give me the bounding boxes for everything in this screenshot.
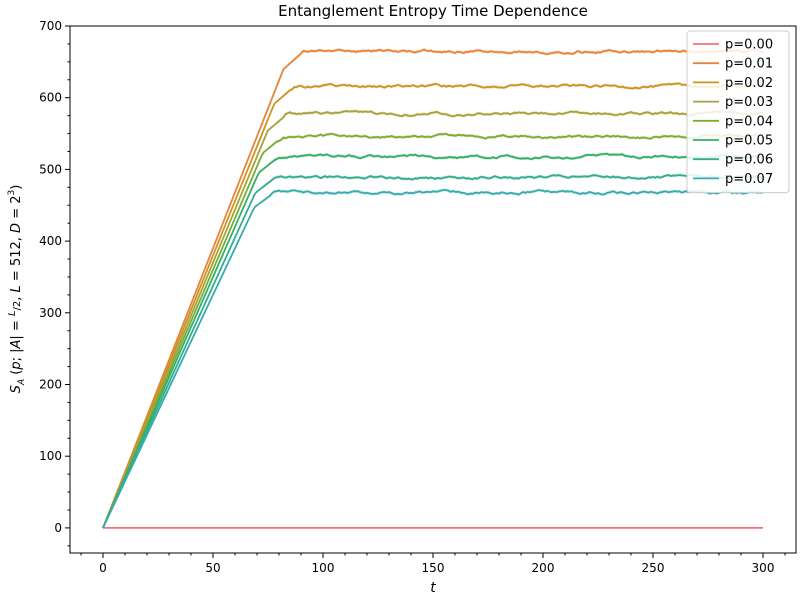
legend: p=0.00 p=0.01 p=0.02 p=0.03 p=0.04 p=0.05 p=0.… [686, 30, 790, 194]
x-tick-label: 100 [312, 561, 335, 575]
x-tick-label: 200 [532, 561, 555, 575]
y-tick-label: 600 [39, 91, 62, 105]
legend-label: p=0.05 [725, 134, 773, 149]
series-line-p=0.07 [102, 188, 764, 529]
legend-box [686, 30, 790, 194]
y-tick-label: 700 [39, 19, 62, 33]
chart-title: Entanglement Entropy Time Dependence [278, 2, 588, 20]
y-axis-label: SA (p; |A| = L/2, L = 512, D = 23) [7, 185, 27, 394]
legend-label: p=0.00 [725, 38, 773, 53]
x-tick-label: 50 [205, 561, 220, 575]
y-axis: 0 100 200 300 400 500 600 700 [39, 19, 70, 547]
x-axis: 0 50 100 150 200 250 300 [80, 553, 786, 575]
x-tick-label: 150 [422, 561, 445, 575]
y-tick-label: 100 [39, 449, 62, 463]
plot-lines [102, 47, 764, 529]
x-tick-label: 0 [99, 561, 107, 575]
legend-label: p=0.02 [725, 76, 773, 91]
series-line-p=0.04 [102, 132, 764, 529]
y-tick-label: 300 [39, 306, 62, 320]
y-tick-label: 500 [39, 162, 62, 176]
series-line-p=0.02 [102, 82, 764, 529]
legend-label: p=0.01 [725, 57, 773, 72]
legend-label: p=0.06 [725, 153, 773, 168]
series-line-p=0.06 [102, 173, 764, 529]
x-tick-label: 300 [752, 561, 775, 575]
y-tick-label: 200 [39, 378, 62, 392]
y-tick-label: 0 [54, 521, 62, 535]
series-line-p=0.01 [102, 48, 764, 529]
legend-label: p=0.03 [725, 95, 773, 110]
series-line-p=0.03 [102, 109, 764, 529]
x-tick-label: 250 [642, 561, 665, 575]
legend-label: p=0.07 [725, 172, 773, 187]
x-axis-label: t [430, 580, 436, 596]
y-tick-label: 400 [39, 234, 62, 248]
series-line-p=0.05 [102, 152, 764, 529]
legend-label: p=0.04 [725, 114, 773, 129]
